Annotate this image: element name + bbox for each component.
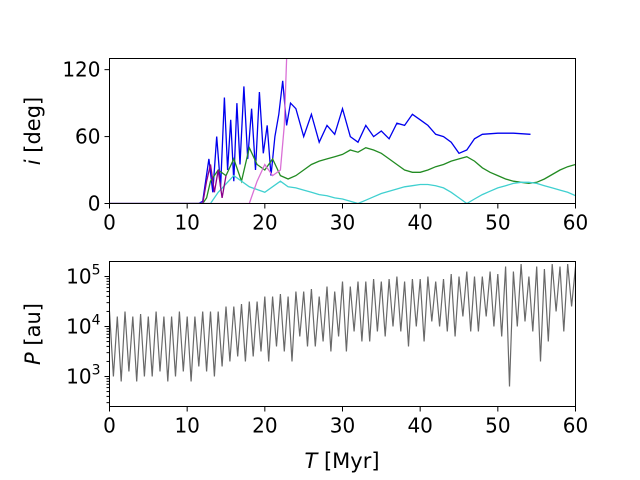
series-line-gray <box>109 263 576 387</box>
period-panel: 0 10 20 30 40 50 60 103 104 105 P [au] T [Myr] <box>21 261 588 473</box>
inclination-ytick-label: 120 <box>62 58 100 82</box>
period-y-axis-label: P [au] <box>21 303 45 365</box>
period-xtick-label: 0 <box>103 414 116 438</box>
inclination-xtick-label: 40 <box>407 211 432 235</box>
inclination-y-ticks: 0 60 120 <box>62 58 110 216</box>
series-line-purple <box>109 164 227 204</box>
period-ytick-label: 105 <box>66 263 100 289</box>
inclination-x-ticks: 0 10 20 30 40 50 60 <box>103 203 588 235</box>
inclination-ytick-label: 0 <box>88 192 101 216</box>
inclination-xtick-label: 10 <box>174 211 199 235</box>
inclination-xtick-label: 0 <box>103 211 116 235</box>
period-ytick-label: 103 <box>66 363 100 389</box>
inclination-xtick-label: 30 <box>330 211 355 235</box>
period-ytick-label: 104 <box>66 313 100 339</box>
inclination-panel: 0 10 20 30 40 50 60 0 60 120 i [deg] <box>21 58 588 235</box>
period-xtick-label: 10 <box>174 414 199 438</box>
period-xtick-label: 30 <box>330 414 355 438</box>
inclination-series-group <box>109 58 576 204</box>
inclination-xtick-label: 50 <box>485 211 510 235</box>
period-xtick-label: 40 <box>407 414 432 438</box>
period-series-group <box>109 263 576 387</box>
inclination-plot-frame <box>109 58 576 204</box>
inclination-xtick-label: 60 <box>563 211 588 235</box>
period-x-axis-label: T [Myr] <box>304 449 379 473</box>
period-xtick-label: 60 <box>563 414 588 438</box>
period-x-ticks: 0 10 20 30 40 50 60 <box>103 406 588 438</box>
period-y-ticks: 103 104 105 <box>66 263 110 404</box>
series-line-violet <box>109 58 288 204</box>
series-line-blue <box>109 80 531 204</box>
inclination-xtick-label: 20 <box>252 211 277 235</box>
period-xtick-label: 20 <box>252 414 277 438</box>
period-xtick-label: 50 <box>485 414 510 438</box>
series-line-green <box>109 145 576 204</box>
inclination-ytick-label: 60 <box>75 125 100 149</box>
inclination-y-axis-label: i [deg] <box>21 97 45 166</box>
series-line-cyan <box>109 174 576 204</box>
